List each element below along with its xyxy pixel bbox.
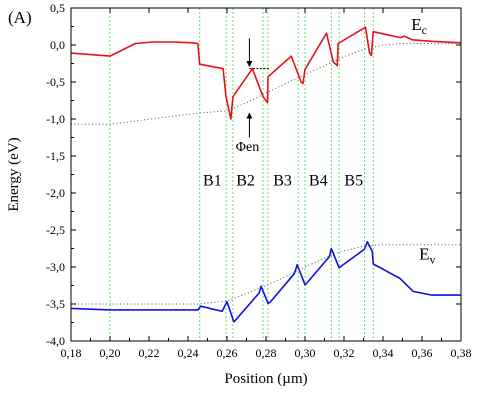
band-label-b1: B1	[203, 173, 222, 190]
series-line-dotted-3	[71, 244, 461, 305]
phi-en-label: Φen	[236, 140, 259, 155]
panel-label: (A)	[8, 8, 32, 27]
axis-ticks: 0,18 0,20 0,22 0,24 0,26 0,28 0,30 0,32 0,34 0,36…	[46, 1, 472, 360]
x-tick-label: 0,22	[139, 346, 160, 360]
y-axis-label: Energy (eV)	[6, 137, 22, 211]
y-tick-label: -4,0	[46, 334, 65, 348]
y-tick-label: -3,0	[46, 260, 65, 274]
y-tick-label: 0,5	[50, 1, 65, 15]
band-label-b2: B2	[236, 173, 255, 190]
series-line-ec	[70, 26, 462, 120]
y-tick-label: -1,5	[46, 149, 65, 163]
x-tick-label: 0,24	[178, 346, 199, 360]
annotation-group: Φen	[236, 38, 270, 155]
y-tick-label: 0,0	[50, 38, 65, 52]
x-tick-label: 0,38	[451, 346, 472, 360]
series-group	[70, 26, 462, 323]
x-tick-label: 0,28	[256, 346, 277, 360]
curve-label-ev: Ev	[419, 245, 435, 267]
y-tick-label: -0,5	[46, 75, 65, 89]
x-tick-label: 0,26	[217, 346, 238, 360]
y-tick-label: -1,0	[46, 112, 65, 126]
text-labels: (A) Position (µm) Energy (eV) B1 B2 B3 B4 B5…	[6, 8, 435, 387]
band-label-b3: B3	[273, 173, 292, 190]
band-label-b4: B4	[309, 173, 328, 190]
y-tick-label: -2,0	[46, 186, 65, 200]
x-axis-label: Position (µm)	[224, 371, 307, 387]
x-tick-label: 0,18	[61, 346, 82, 360]
x-tick-label: 0,20	[100, 346, 121, 360]
x-tick-label: 0,34	[373, 346, 394, 360]
x-tick-label: 0,36	[412, 346, 433, 360]
band-label-b5: B5	[344, 173, 363, 190]
y-tick-label: -2,5	[46, 223, 65, 237]
series-line-dotted-2	[71, 43, 461, 125]
y-tick-label: -3,5	[46, 297, 65, 311]
series-line-ev	[70, 241, 461, 323]
curve-label-ec: Ec	[411, 15, 427, 37]
x-tick-label: 0,32	[334, 346, 355, 360]
x-tick-label: 0,30	[295, 346, 316, 360]
